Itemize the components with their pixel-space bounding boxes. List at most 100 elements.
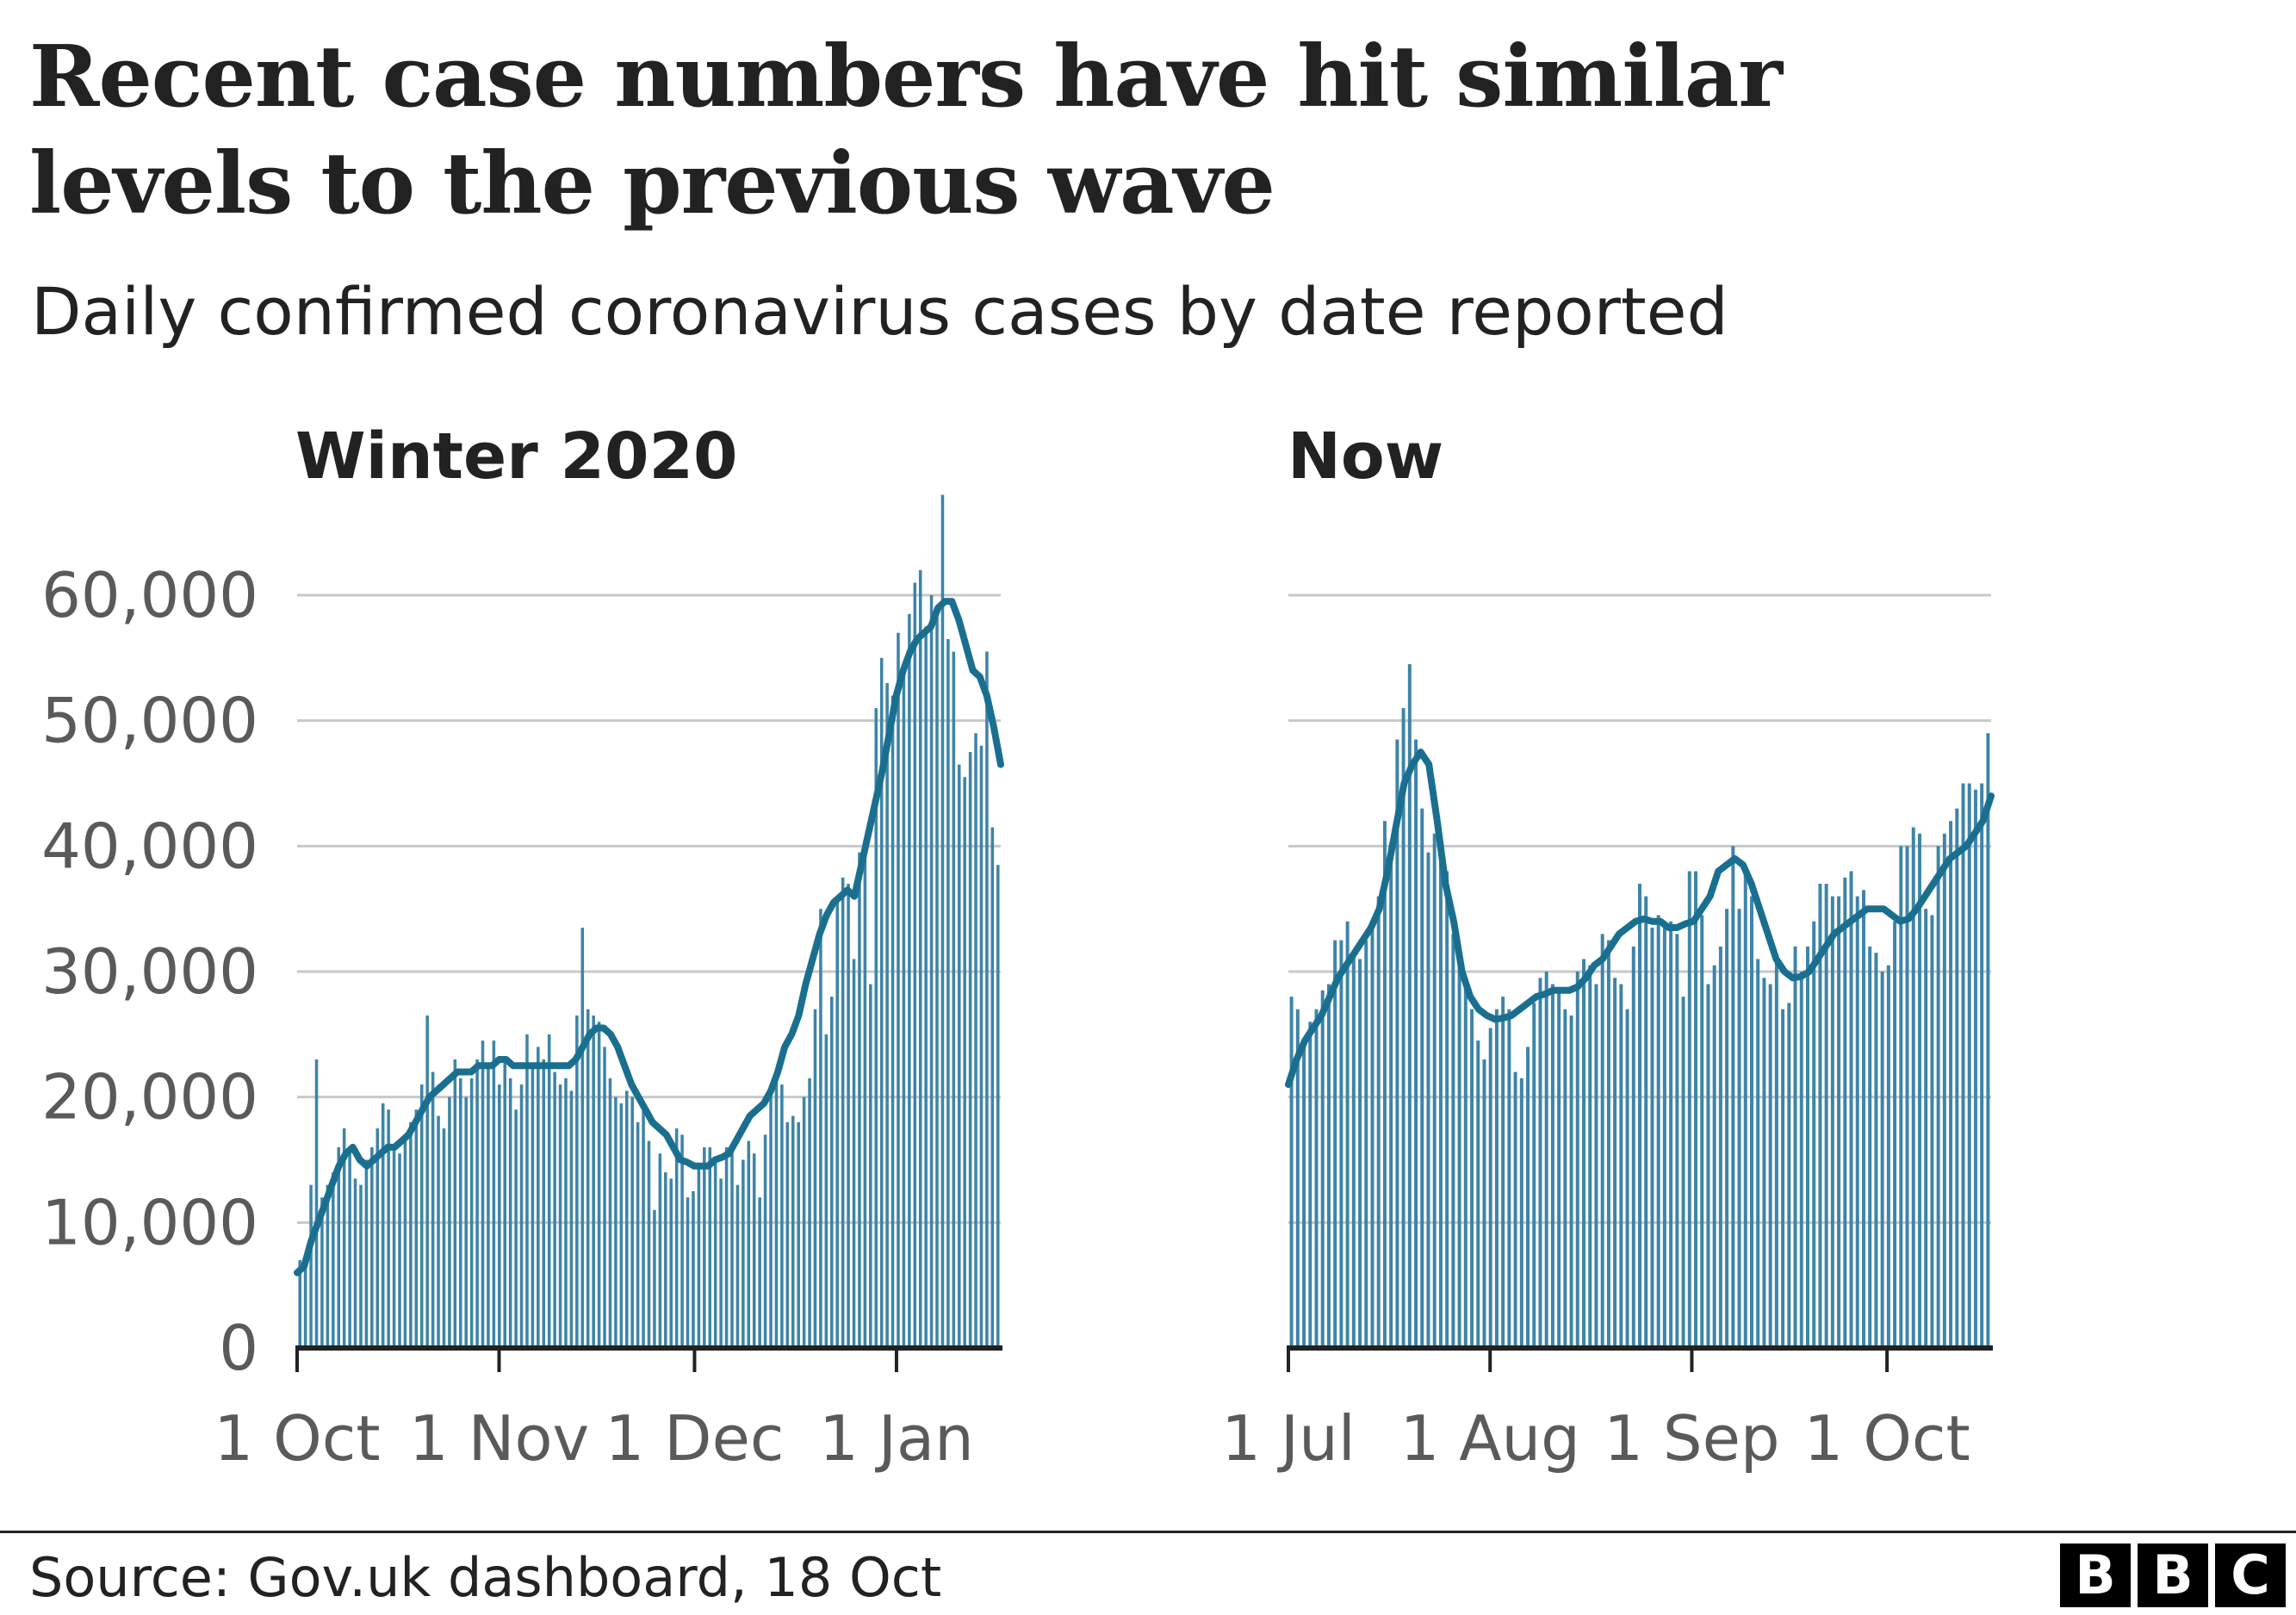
bar-0-83 <box>758 1197 761 1348</box>
rolling-average-lines <box>294 598 1995 1276</box>
bar-1-110 <box>1973 789 1977 1348</box>
y-tick-label-0: 0 <box>219 1312 258 1384</box>
bar-1-93 <box>1868 946 1872 1348</box>
bar-1-55 <box>1631 946 1635 1348</box>
bar-1-104 <box>1936 846 1940 1348</box>
bar-1-92 <box>1861 890 1865 1348</box>
bar-0-4 <box>320 1197 324 1348</box>
bar-0-96 <box>830 997 834 1348</box>
bar-1-5 <box>1320 990 1325 1348</box>
bar-0-114 <box>929 595 934 1348</box>
bar-1-24 <box>1438 846 1443 1348</box>
bar-1-44 <box>1563 1009 1567 1348</box>
bar-0-81 <box>747 1140 751 1348</box>
bar-0-9 <box>348 1153 351 1348</box>
bar-1-42 <box>1550 984 1554 1348</box>
bar-1-85 <box>1818 884 1822 1348</box>
bar-1-109 <box>1967 783 1971 1348</box>
bar-0-112 <box>918 569 922 1348</box>
bar-1-17 <box>1395 739 1399 1348</box>
bar-1-39 <box>1532 1003 1536 1348</box>
bar-1-75 <box>1756 959 1760 1348</box>
bar-0-37 <box>503 1059 507 1348</box>
bar-1-66 <box>1700 915 1704 1348</box>
bar-1-97 <box>1893 921 1897 1348</box>
x-tick-label-1-2: 1 Sep <box>1604 1402 1779 1475</box>
bar-1-35 <box>1507 1009 1511 1348</box>
bar-1-77 <box>1768 984 1772 1348</box>
bar-0-79 <box>735 1184 740 1348</box>
bar-0-113 <box>924 626 928 1348</box>
bar-0-7 <box>337 1146 341 1348</box>
y-tick-label-4: 40,000 <box>41 810 258 882</box>
bbc-logo-letter-2: B <box>2138 1544 2208 1607</box>
bar-0-32 <box>475 1059 479 1348</box>
footer-divider <box>0 1531 2296 1533</box>
bar-0-21 <box>414 1109 419 1348</box>
bar-1-87 <box>1830 896 1834 1348</box>
bar-1-69 <box>1718 946 1722 1348</box>
bar-1-41 <box>1544 972 1548 1348</box>
bar-0-54 <box>597 1022 601 1348</box>
bar-1-26 <box>1451 934 1455 1348</box>
bar-0-62 <box>642 1109 645 1348</box>
bar-0-59 <box>624 1090 629 1348</box>
bar-1-33 <box>1494 1009 1499 1348</box>
bar-0-118 <box>952 651 956 1348</box>
bar-0-47 <box>558 1084 562 1348</box>
bar-0-119 <box>957 764 961 1348</box>
panel-title-winter-2020: Winter 2020 <box>295 419 737 494</box>
bar-1-30 <box>1476 1040 1480 1348</box>
bar-0-63 <box>647 1140 651 1348</box>
bar-1-51 <box>1606 940 1610 1348</box>
bar-0-61 <box>636 1121 640 1348</box>
bar-0-6 <box>332 1172 335 1348</box>
bar-0-17 <box>392 1146 396 1348</box>
rolling-average-line-1 <box>1285 748 1995 1089</box>
bar-0-20 <box>409 1121 413 1348</box>
bar-1-106 <box>1949 821 1953 1348</box>
bar-1-29 <box>1470 1009 1474 1348</box>
bar-0-101 <box>858 852 861 1348</box>
bar-1-103 <box>1930 915 1934 1348</box>
bar-0-64 <box>653 1209 656 1348</box>
bar-1-27 <box>1457 959 1461 1348</box>
bar-0-121 <box>968 752 972 1348</box>
bar-0-75 <box>713 1159 717 1348</box>
x-tick-label-0-1: 1 Nov <box>409 1402 589 1475</box>
bar-0-90 <box>797 1121 800 1348</box>
bar-1-60 <box>1662 921 1666 1348</box>
bar-1-18 <box>1401 708 1406 1348</box>
bar-1-78 <box>1774 959 1778 1348</box>
bar-1-53 <box>1619 984 1623 1348</box>
bar-1-108 <box>1961 783 1965 1348</box>
bar-0-46 <box>553 1071 556 1348</box>
bar-0-51 <box>580 928 585 1348</box>
bar-0-57 <box>614 1096 617 1348</box>
bar-0-74 <box>708 1146 712 1348</box>
bar-0-3 <box>314 1059 319 1348</box>
bar-0-73 <box>703 1146 706 1348</box>
bar-0-42 <box>531 1065 535 1348</box>
bar-0-60 <box>630 1096 634 1348</box>
bar-1-16 <box>1389 846 1393 1348</box>
bar-0-43 <box>537 1047 540 1348</box>
bar-1-82 <box>1799 972 1803 1348</box>
bar-0-67 <box>669 1178 673 1348</box>
bar-0-91 <box>802 1096 806 1348</box>
bar-0-117 <box>946 638 950 1348</box>
bar-0-50 <box>575 1015 579 1348</box>
bar-1-100 <box>1911 827 1915 1348</box>
bar-0-22 <box>419 1084 424 1348</box>
bar-0-94 <box>819 909 822 1348</box>
bar-1-11 <box>1358 959 1362 1348</box>
bar-1-50 <box>1600 934 1604 1348</box>
bar-1-112 <box>1986 733 1990 1348</box>
bar-1-36 <box>1513 1071 1517 1348</box>
bar-0-2 <box>309 1184 313 1348</box>
bar-1-4 <box>1314 1009 1319 1348</box>
bar-1-20 <box>1414 739 1418 1348</box>
bar-0-16 <box>387 1109 390 1348</box>
bar-0-124 <box>985 651 989 1348</box>
bar-0-105 <box>879 657 884 1348</box>
